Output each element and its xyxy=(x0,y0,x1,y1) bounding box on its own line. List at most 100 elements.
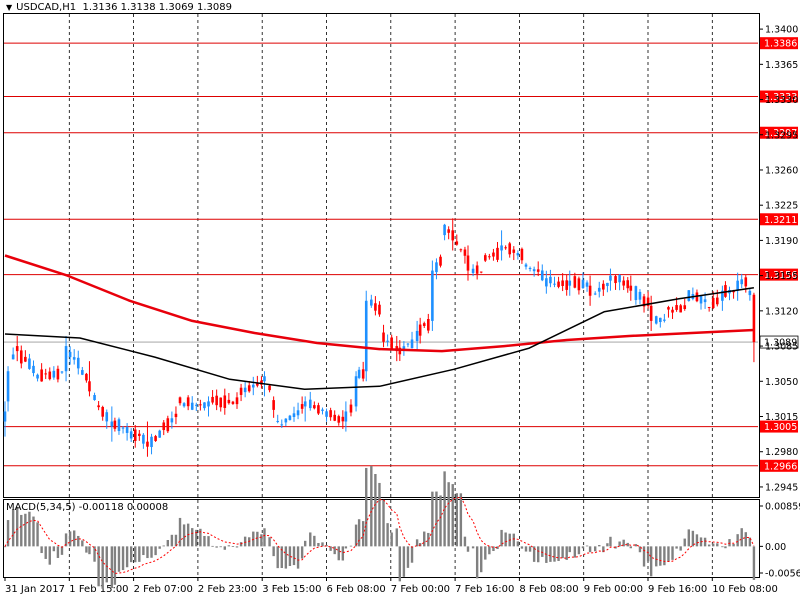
x-tick-label: 8 Feb 08:00 xyxy=(519,584,578,595)
macd-bar xyxy=(68,531,72,547)
macd-bar xyxy=(634,544,638,547)
candle-body xyxy=(166,418,170,432)
macd-bar xyxy=(97,546,100,587)
macd-bar xyxy=(292,546,296,566)
y-tick-label: 1.3015 xyxy=(765,412,798,423)
macd-bar xyxy=(215,546,218,548)
macd-bar xyxy=(410,546,414,563)
candle-body xyxy=(748,290,752,296)
macd-bar xyxy=(516,541,520,547)
y-tick-label: 1.3295 xyxy=(765,130,798,141)
macd-bar xyxy=(642,546,646,567)
candle-body xyxy=(626,280,630,289)
candle-body xyxy=(565,280,568,290)
macd-bar xyxy=(675,546,678,549)
x-tick-label: 31 Jan 2017 xyxy=(5,584,65,595)
candle-body xyxy=(15,346,19,352)
candle-body xyxy=(659,317,662,323)
candle-body xyxy=(370,299,373,306)
macd-bar xyxy=(88,546,91,555)
macd-bar xyxy=(606,543,609,547)
macd-bar xyxy=(354,524,358,547)
macd-bar xyxy=(724,546,727,549)
macd-bar xyxy=(663,546,666,566)
candle-body xyxy=(190,402,194,410)
candle-body xyxy=(341,416,345,422)
level-label: 1.3156 xyxy=(764,270,797,281)
candle-body xyxy=(105,412,109,422)
candle-body xyxy=(32,365,35,374)
macd-bar xyxy=(382,500,385,547)
ma-slow-line xyxy=(4,254,754,353)
macd-bar xyxy=(28,511,31,547)
macd-bar xyxy=(622,539,625,547)
candle-body xyxy=(479,271,483,273)
macd-bar xyxy=(11,509,15,547)
macd-bar xyxy=(48,546,51,565)
macd-bar xyxy=(20,514,23,547)
candle-body xyxy=(593,293,597,295)
macd-bar xyxy=(395,528,398,547)
x-tick-label: 3 Feb 15:00 xyxy=(262,584,321,595)
macd-bar xyxy=(313,535,316,547)
macd-bar xyxy=(687,529,691,547)
candle-body xyxy=(268,385,271,391)
macd-bar xyxy=(361,521,365,547)
candle-body xyxy=(724,285,727,297)
macd-bar xyxy=(146,546,149,559)
macd-bar xyxy=(431,491,434,547)
macd-bar xyxy=(268,537,271,547)
candle-body xyxy=(549,276,552,284)
macd-bar xyxy=(585,545,589,547)
candle-body xyxy=(280,424,284,426)
candle-body xyxy=(101,406,104,417)
macd-bar xyxy=(199,528,202,547)
candle-body xyxy=(492,252,495,257)
candle-body xyxy=(150,436,153,448)
macd-bar xyxy=(93,546,96,562)
candle-body xyxy=(357,369,361,378)
candle-body xyxy=(227,399,231,404)
candle-body xyxy=(577,278,581,291)
y-tick-label: 1.3225 xyxy=(765,201,798,212)
candle-body xyxy=(736,280,739,291)
macd-bar xyxy=(484,546,487,560)
macd-bar xyxy=(195,529,198,547)
macd-bar xyxy=(248,537,251,547)
macd-bar xyxy=(732,544,735,547)
macd-bar xyxy=(158,546,161,549)
candle-body xyxy=(24,356,27,362)
dropdown-arrow-icon[interactable]: ▼ xyxy=(6,3,13,12)
levels-layer: 1.3386 1.3333 1.3297 1.3211 1.3156 1.3005 1.29… xyxy=(4,37,799,472)
candle-body xyxy=(711,297,715,309)
macd-header: MACD(5,34,5) -0.00118 0.00008 xyxy=(6,502,168,513)
candle-body xyxy=(162,422,166,431)
macd-bar xyxy=(466,546,470,552)
candle-body xyxy=(622,280,625,286)
y-tick-label: 1.3190 xyxy=(765,236,798,247)
macd-bar xyxy=(520,546,524,549)
candle-body xyxy=(439,256,442,266)
macd-bar xyxy=(52,546,56,552)
candle-body xyxy=(97,405,100,408)
x-tick-label: 1 Feb 15:00 xyxy=(69,584,128,595)
y-tick-label: 1.2945 xyxy=(765,482,798,493)
candle-body xyxy=(76,357,80,369)
candle-body xyxy=(178,397,182,404)
macd-bar xyxy=(357,519,361,547)
candle-body xyxy=(260,380,263,385)
level-tag xyxy=(760,37,798,50)
candle-body xyxy=(642,296,646,307)
macd-bar xyxy=(618,541,621,547)
candle-body xyxy=(721,290,724,301)
candle-body xyxy=(263,376,266,382)
macd-bar xyxy=(500,529,503,547)
candle-body xyxy=(471,268,475,273)
candle-body xyxy=(654,316,658,324)
candle-body xyxy=(329,410,332,418)
candle-body xyxy=(243,387,247,393)
candle-body xyxy=(455,241,459,245)
y-axis: 1.3400 1.3365 1.3330 1.3295 1.3260 1.3225 1.31… xyxy=(759,25,798,493)
candle-body xyxy=(573,276,577,288)
candle-body xyxy=(675,305,678,310)
